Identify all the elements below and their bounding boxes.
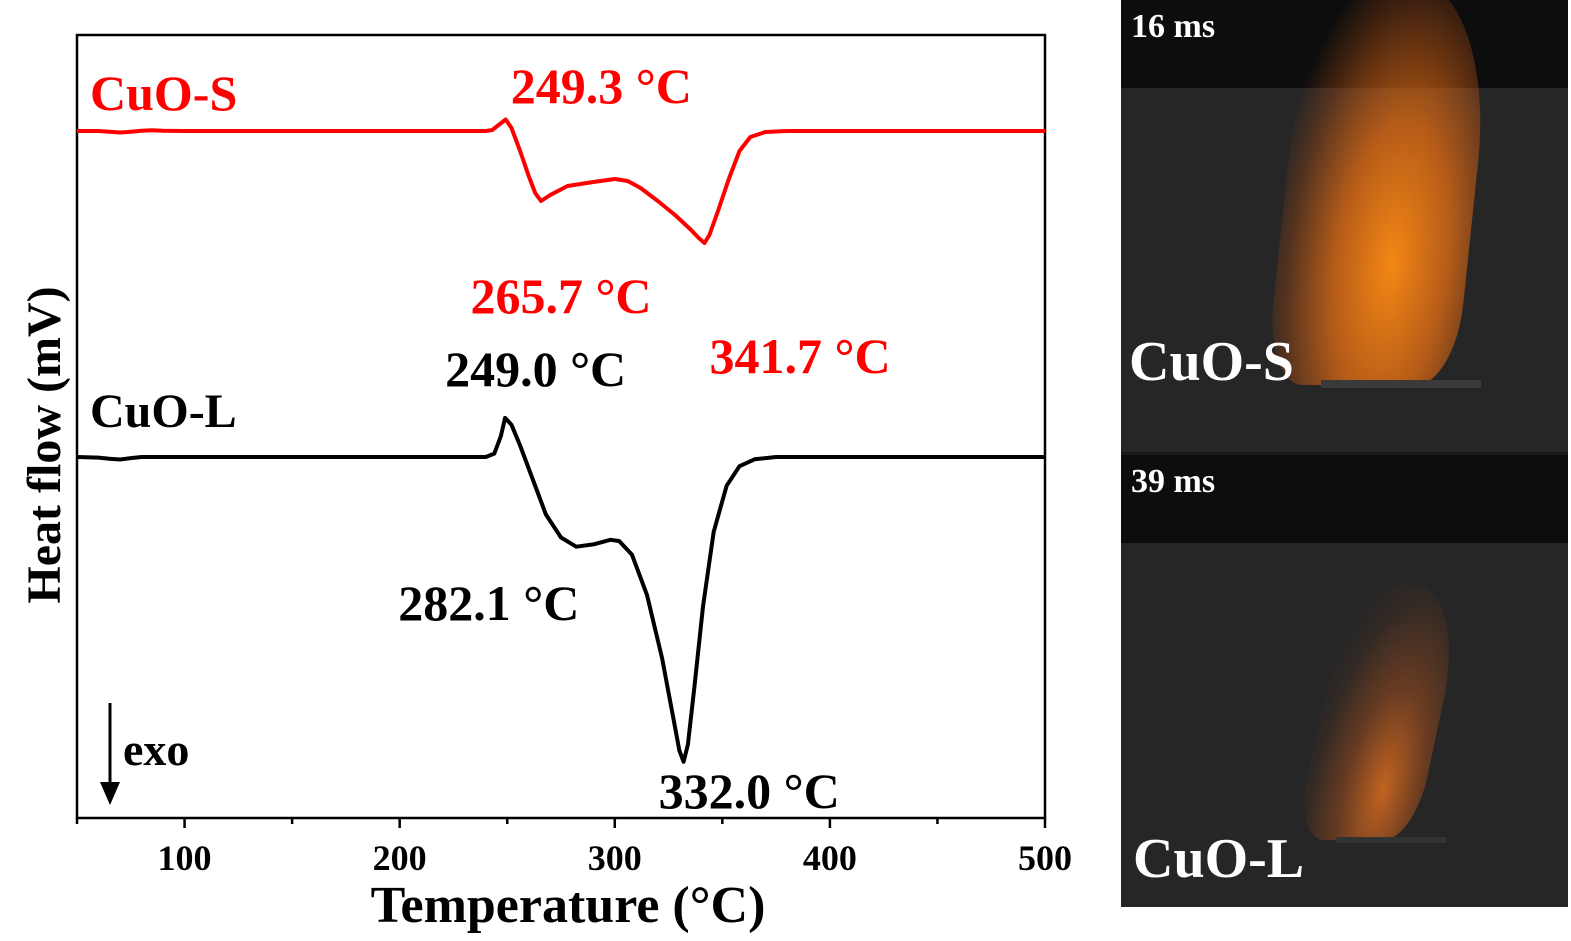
x-tick-label: 300 xyxy=(588,838,642,878)
exo-arrowhead xyxy=(100,782,120,805)
peak-label-cuo-l: 282.1 °C xyxy=(398,575,579,631)
photo-label-cuo-l: CuO-L xyxy=(1133,828,1305,890)
flame-image-cuo-l xyxy=(1293,585,1469,840)
x-tick-label: 500 xyxy=(1018,838,1072,878)
exo-label: exo xyxy=(123,724,189,775)
flame-photo-panel: 16 ms CuO-S 39 ms CuO-L xyxy=(1121,0,1568,907)
series-lines xyxy=(76,117,1045,764)
x-tick-label: 200 xyxy=(373,838,427,878)
x-axis-ticks xyxy=(75,818,1047,828)
exo-direction-indicator: exo xyxy=(100,703,189,805)
peak-label-cuo-s: 265.7 °C xyxy=(470,268,651,324)
plot-frame xyxy=(75,33,1047,820)
peak-label-cuo-l: 249.0 °C xyxy=(445,341,626,397)
photo-label-cuo-s: CuO-S xyxy=(1129,331,1294,393)
x-axis-tick-labels: 100 200 300 400 500 xyxy=(158,838,1072,878)
series-line-cuo-l xyxy=(76,415,1045,764)
time-label-16ms: 16 ms xyxy=(1131,8,1216,45)
photo-divider xyxy=(1121,452,1568,455)
y-axis-title: Heat flow (mV) xyxy=(18,286,71,603)
x-tick-label: 400 xyxy=(803,838,857,878)
peak-label-cuo-s: 341.7 °C xyxy=(709,328,890,384)
time-label-39ms: 39 ms xyxy=(1131,463,1216,500)
sample-holder-cuo-l xyxy=(1336,837,1446,843)
series-label-cuo-s: CuO-S xyxy=(90,65,237,121)
series-label-cuo-l: CuO-L xyxy=(90,385,237,438)
peak-annotations: 249.3 °C 265.7 °C 341.7 °C 249.0 °C 282.1 °C… xyxy=(398,58,890,819)
photo-frame-cuo-l: 39 ms CuO-L xyxy=(1121,455,1568,907)
x-tick-label: 100 xyxy=(158,838,212,878)
peak-label-cuo-l: 332.0 °C xyxy=(659,763,840,819)
photo-frame-cuo-s: 16 ms CuO-S xyxy=(1121,0,1568,452)
series-line-cuo-s xyxy=(77,117,1045,245)
dsc-chart: 100 200 300 400 500 249.3 °C 265.7 °C 341.7 °C… xyxy=(18,33,1072,934)
x-axis-title: Temperature (°C) xyxy=(371,877,766,934)
sample-holder-cuo-s xyxy=(1321,380,1481,388)
peak-label-cuo-s: 249.3 °C xyxy=(511,58,692,114)
